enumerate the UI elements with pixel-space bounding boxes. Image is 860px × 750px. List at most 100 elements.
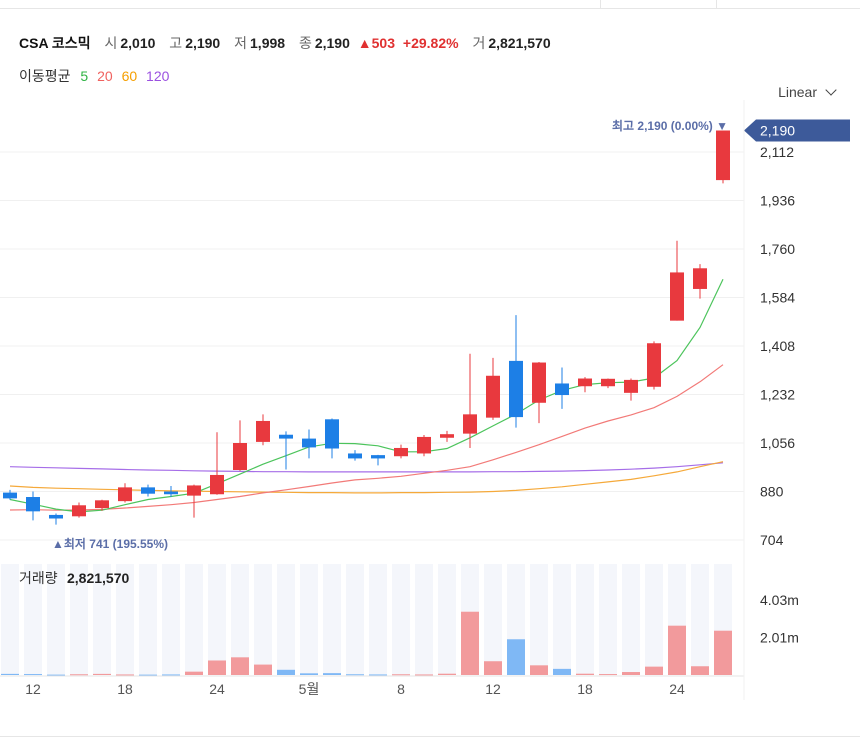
candle <box>302 429 316 459</box>
x-tick-label: 18 <box>117 681 133 697</box>
candle-body <box>670 272 684 321</box>
volume-bar <box>185 671 203 675</box>
candle <box>555 367 569 409</box>
volume-bar <box>415 674 433 676</box>
volume-column-bg <box>691 564 709 675</box>
volume-bar <box>392 674 410 676</box>
x-tick-label: 12 <box>25 681 41 697</box>
candle <box>440 430 454 442</box>
volume-column-bg <box>300 564 318 675</box>
candle-body <box>509 360 523 418</box>
volume-column-bg <box>553 564 571 675</box>
volume-bar <box>254 664 272 675</box>
candle <box>325 418 339 459</box>
volume-bar <box>139 674 157 676</box>
high-label: 고 <box>169 35 183 51</box>
volume-bar <box>162 674 180 676</box>
x-tick-label: 8 <box>397 681 405 697</box>
candle <box>72 502 86 518</box>
volume-label: 거 <box>472 35 486 51</box>
candle <box>371 454 385 466</box>
candle <box>3 489 17 500</box>
candle-body <box>210 474 224 495</box>
ma60-line <box>9 461 724 494</box>
volume-column-bg <box>1 564 19 675</box>
candle <box>141 484 155 497</box>
candle-body <box>371 455 385 459</box>
candle-body <box>302 438 316 448</box>
candle <box>49 513 63 525</box>
y-tick-label: 2,112 <box>760 144 794 160</box>
candle-body <box>693 268 707 289</box>
volume-bar <box>576 673 594 675</box>
volume-column-bg <box>369 564 387 675</box>
candle-body <box>26 497 40 512</box>
volume-bar <box>300 673 318 675</box>
volume-bar <box>714 630 732 675</box>
volume-bar <box>507 639 525 675</box>
moving-average-legend: 이동평균 5 20 60 120 <box>19 66 174 86</box>
candle-body <box>233 443 247 471</box>
y-tick-label: 1,056 <box>760 435 795 451</box>
volume-column-bg <box>277 564 295 675</box>
volume-column-bg <box>392 564 410 675</box>
last-price-label: 2,190 <box>760 123 795 139</box>
candle-body <box>532 362 546 403</box>
volume-column-bg <box>622 564 640 675</box>
close-label: 종 <box>298 35 312 51</box>
volume-bar <box>277 669 295 675</box>
volume-column-bg <box>645 564 663 675</box>
volume-bar <box>24 674 42 676</box>
volume-bar <box>645 666 663 675</box>
candle-body <box>279 434 293 439</box>
open-value: 2,010 <box>120 35 156 51</box>
candle <box>233 420 247 471</box>
window-top-edge <box>0 0 860 9</box>
volume-bar <box>323 673 341 675</box>
volume-column-bg <box>576 564 594 675</box>
x-tick-label: 24 <box>209 681 225 697</box>
low-value: 1,998 <box>250 35 286 51</box>
volume-total: 2,821,570 <box>67 570 129 586</box>
candle <box>256 414 270 446</box>
candle <box>210 432 224 495</box>
candle <box>601 378 615 389</box>
candle <box>394 444 408 459</box>
ma20-legend: 20 <box>97 68 113 84</box>
volume-bar <box>369 674 387 676</box>
volume-column-bg <box>70 564 88 675</box>
candle-body <box>164 491 178 495</box>
ma60-legend: 60 <box>121 68 138 84</box>
scale-toggle[interactable]: Linear <box>778 84 837 100</box>
volume-bar <box>553 668 571 675</box>
candle-body <box>141 487 155 494</box>
close-value: 2,190 <box>314 35 350 51</box>
ma120-legend: 120 <box>146 68 170 84</box>
candle <box>348 450 362 461</box>
last-price-badge <box>744 119 850 142</box>
y-tick-label: 1,408 <box>760 338 795 354</box>
volume-tick-label: 2.01m <box>760 630 799 646</box>
volume-bar <box>530 665 548 675</box>
candle <box>463 353 477 448</box>
moving-average-title: 이동평균 <box>19 68 71 84</box>
candle-body <box>3 492 17 499</box>
x-tick-label: 24 <box>669 681 685 697</box>
max-annotation: 최고 2,190 (0.00%) ▼ <box>612 118 728 133</box>
volume-column-bg <box>254 564 272 675</box>
candle-body <box>463 414 477 434</box>
change-value: ▲503 <box>357 35 395 51</box>
y-tick-label: 704 <box>760 532 784 548</box>
volume-column-bg <box>346 564 364 675</box>
volume-bar <box>438 673 456 675</box>
candle <box>417 435 431 457</box>
volume-column-bg <box>484 564 502 675</box>
candle-body <box>256 420 270 442</box>
y-tick-label: 1,232 <box>760 387 795 403</box>
change-percent: +29.82% <box>402 35 459 51</box>
candle-body <box>647 343 661 387</box>
y-tick-label: 1,936 <box>760 193 795 209</box>
candle <box>670 240 684 321</box>
symbol-name: CSA 코스믹 <box>19 35 91 51</box>
